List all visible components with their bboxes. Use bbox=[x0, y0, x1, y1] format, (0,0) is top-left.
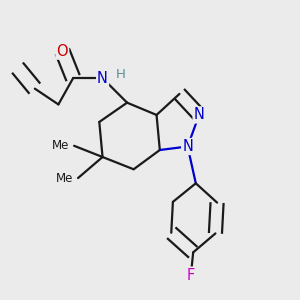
Text: N: N bbox=[182, 139, 193, 154]
Text: Me: Me bbox=[56, 172, 74, 184]
Text: Me: Me bbox=[52, 139, 69, 152]
Text: N: N bbox=[97, 70, 108, 86]
Text: N: N bbox=[194, 107, 205, 122]
Text: F: F bbox=[187, 268, 195, 283]
Text: O: O bbox=[56, 44, 68, 59]
Text: H: H bbox=[116, 68, 125, 81]
